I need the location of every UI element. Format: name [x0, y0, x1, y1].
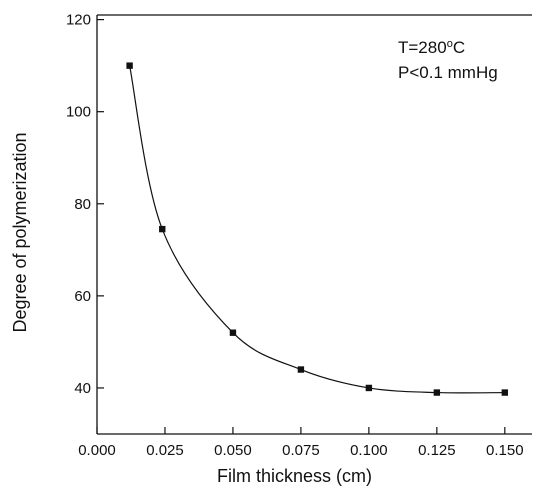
y-tick-label: 40 [74, 380, 91, 397]
series-layer [126, 62, 509, 396]
data-point [229, 329, 237, 336]
x-tick-label: 0.050 [214, 442, 252, 459]
x-axis-label: Film thickness (cm) [217, 466, 372, 486]
x-tick-label: 0.150 [486, 442, 524, 459]
data-point [433, 389, 441, 396]
annotation-pressure: P<0.1 mmHg [398, 63, 498, 82]
x-tick-label: 0.000 [78, 442, 116, 459]
data-point [297, 366, 305, 373]
x-tick-label: 0.125 [418, 442, 456, 459]
data-point [126, 62, 133, 69]
y-tick-label: 120 [66, 12, 91, 29]
annotation-temperature: T=280oC [398, 38, 465, 57]
data-point [365, 384, 373, 392]
x-ticks: 0.000 0.025 0.050 0.075 0.100 0.125 0.150 [78, 427, 524, 459]
x-tick-label: 0.025 [146, 442, 184, 459]
annotation-temperature-unit: C [453, 38, 465, 57]
y-tick-label: 100 [66, 104, 91, 121]
fit-curve [129, 65, 505, 394]
y-tick-label: 60 [74, 288, 91, 305]
data-point [501, 389, 509, 396]
x-tick-label: 0.100 [350, 442, 388, 459]
y-ticks: 40 60 80 100 120 [66, 12, 104, 397]
x-tick-label: 0.075 [282, 442, 320, 459]
y-axis-label: Degree of polymerization [10, 132, 30, 332]
y-tick-label: 80 [74, 196, 91, 213]
annotation-temperature-main: T=280 [398, 38, 447, 57]
annotation-temperature-degree: o [447, 38, 453, 50]
plot-axes [96, 14, 532, 435]
data-point [159, 225, 166, 233]
